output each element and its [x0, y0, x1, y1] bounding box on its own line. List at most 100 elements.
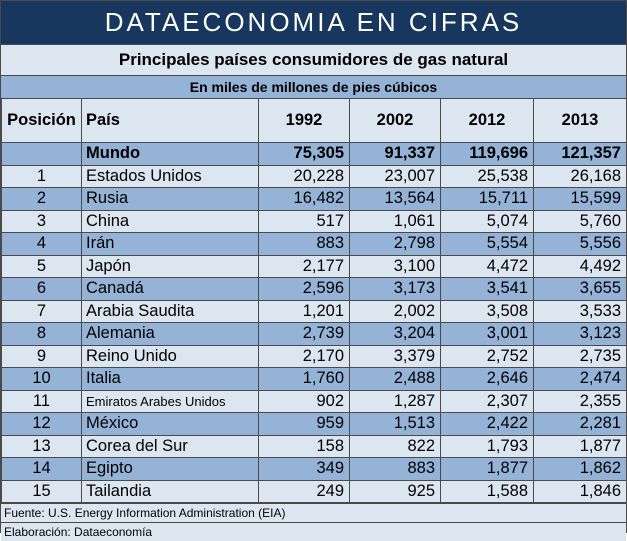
header-country: País	[81, 98, 259, 143]
row-2002: 883	[349, 457, 441, 481]
header-row: Posición País 1992 2002 2012 2013	[1, 98, 627, 143]
table-row: 14 Egipto 349 883 1,877 1,862	[1, 457, 627, 481]
row-2013: 4,492	[533, 254, 627, 278]
row-2012: 1,877	[440, 457, 534, 481]
row-2013: 3,655	[533, 277, 627, 301]
row-2013: 5,760	[533, 209, 627, 233]
row-2002: 13,564	[349, 187, 441, 211]
world-row: Mundo 75,305 91,337 119,696 121,357	[1, 142, 627, 166]
header-position: Posición	[1, 98, 82, 143]
row-country: México	[81, 412, 259, 436]
row-2002: 2,488	[349, 367, 441, 391]
row-country: Reino Unido	[81, 344, 259, 368]
table-row: 3 China 517 1,061 5,074 5,760	[1, 209, 627, 233]
row-2002: 2,002	[349, 299, 441, 323]
row-position: 4	[1, 232, 82, 256]
row-country: Arabia Saudita	[81, 299, 259, 323]
row-2012: 4,472	[440, 254, 534, 278]
table-row: 4 Irán 883 2,798 5,554 5,556	[1, 232, 627, 256]
row-position: 9	[1, 344, 82, 368]
row-country: Emiratos Arabes Unidos	[81, 389, 259, 413]
row-1992: 2,596	[258, 277, 350, 301]
table-row: 5 Japón 2,177 3,100 4,472 4,492	[1, 254, 627, 278]
row-2013: 2,355	[533, 389, 627, 413]
row-2012: 5,074	[440, 209, 534, 233]
row-position: 6	[1, 277, 82, 301]
row-position: 13	[1, 434, 82, 458]
row-2002: 822	[349, 434, 441, 458]
row-2013: 5,556	[533, 232, 627, 256]
row-2013: 15,599	[533, 187, 627, 211]
row-1992: 902	[258, 389, 350, 413]
row-2012: 2,307	[440, 389, 534, 413]
row-position: 12	[1, 412, 82, 436]
world-country: Mundo	[81, 142, 259, 166]
row-2012: 3,541	[440, 277, 534, 301]
row-country: Tailandia	[81, 479, 259, 503]
world-2002: 91,337	[349, 142, 441, 166]
row-2013: 1,877	[533, 434, 627, 458]
world-1992: 75,305	[258, 142, 350, 166]
row-position: 5	[1, 254, 82, 278]
row-1992: 1,760	[258, 367, 350, 391]
table-title: Principales países consumidores de gas n…	[1, 44, 626, 75]
gas-consumption-table: Posición País 1992 2002 2012 2013 Mundo …	[1, 98, 627, 503]
row-country: Japón	[81, 254, 259, 278]
source-note: Fuente: U.S. Energy Information Administ…	[1, 503, 626, 522]
row-2002: 3,379	[349, 344, 441, 368]
row-2013: 1,846	[533, 479, 627, 503]
row-country: Estados Unidos	[81, 164, 259, 188]
row-2002: 3,173	[349, 277, 441, 301]
row-1992: 349	[258, 457, 350, 481]
banner-title: DATAECONOMIA EN CIFRAS	[1, 1, 626, 44]
header-2013: 2013	[533, 98, 627, 143]
row-2013: 3,533	[533, 299, 627, 323]
row-1992: 2,170	[258, 344, 350, 368]
row-2002: 1,513	[349, 412, 441, 436]
table-row: 12 México 959 1,513 2,422 2,281	[1, 412, 627, 436]
row-country: Corea del Sur	[81, 434, 259, 458]
row-2012: 1,588	[440, 479, 534, 503]
row-2002: 1,287	[349, 389, 441, 413]
row-1992: 959	[258, 412, 350, 436]
row-2012: 1,793	[440, 434, 534, 458]
row-position: 7	[1, 299, 82, 323]
row-1992: 16,482	[258, 187, 350, 211]
row-country: Egipto	[81, 457, 259, 481]
row-1992: 249	[258, 479, 350, 503]
header-2012: 2012	[440, 98, 534, 143]
unit-note: En miles de millones de pies cúbicos	[1, 75, 626, 98]
row-1992: 158	[258, 434, 350, 458]
table-row: 6 Canadá 2,596 3,173 3,541 3,655	[1, 277, 627, 301]
row-1992: 2,177	[258, 254, 350, 278]
world-2013: 121,357	[533, 142, 627, 166]
row-country: Alemania	[81, 322, 259, 346]
row-2012: 2,646	[440, 367, 534, 391]
row-country: Canadá	[81, 277, 259, 301]
row-2012: 2,422	[440, 412, 534, 436]
row-2013: 1,862	[533, 457, 627, 481]
table-row: 1 Estados Unidos 20,228 23,007 25,538 26,168	[1, 164, 627, 188]
row-2013: 2,735	[533, 344, 627, 368]
table-row: 7 Arabia Saudita 1,201 2,002 3,508 3,533	[1, 299, 627, 323]
row-position: 14	[1, 457, 82, 481]
row-1992: 2,739	[258, 322, 350, 346]
table-row: 11 Emiratos Arabes Unidos 902 1,287 2,307 2,3…	[1, 389, 627, 413]
row-2013: 2,474	[533, 367, 627, 391]
table-row: 15 Tailandia 249 925 1,588 1,846	[1, 479, 627, 503]
table-row: 2 Rusia 16,482 13,564 15,711 15,599	[1, 187, 627, 211]
row-2002: 1,061	[349, 209, 441, 233]
table-row: 8 Alemania 2,739 3,204 3,001 3,123	[1, 322, 627, 346]
row-2002: 3,204	[349, 322, 441, 346]
row-position: 2	[1, 187, 82, 211]
table-row: 13 Corea del Sur 158 822 1,793 1,877	[1, 434, 627, 458]
row-2012: 3,001	[440, 322, 534, 346]
row-country: Rusia	[81, 187, 259, 211]
row-position: 1	[1, 164, 82, 188]
row-2012: 25,538	[440, 164, 534, 188]
row-2012: 5,554	[440, 232, 534, 256]
row-2012: 15,711	[440, 187, 534, 211]
row-position: 15	[1, 479, 82, 503]
row-position: 10	[1, 367, 82, 391]
